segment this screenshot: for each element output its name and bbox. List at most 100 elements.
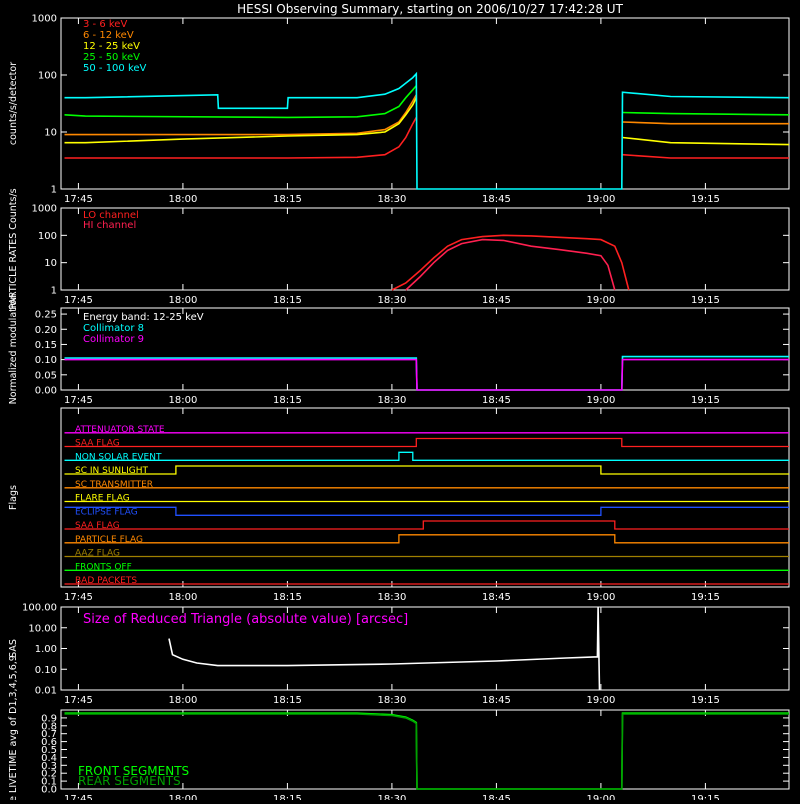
flags-x-tick-label: 18:45 [482,592,511,603]
modulation-x-tick-label: 18:45 [482,395,511,406]
count-rates-x-tick-label: 19:15 [691,194,720,205]
modulation-y-tick-label: 0.00 [35,386,57,397]
sas-y-tick-label: 1.00 [35,644,57,655]
flag-label: ATTENUATOR STATE [75,425,165,435]
particle-rates-y-tick-label: 100 [38,231,57,242]
particle-rates-y-tick-label: 1000 [32,204,57,215]
legend-entry: 6 - 12 keV [83,30,134,41]
flag-label: PARTICLE FLAG [75,535,143,545]
modulation-series-line [64,358,789,391]
modulation-y-tick-label: 0.15 [35,340,57,351]
particle-rates-x-tick-label: 17:45 [64,295,93,306]
modulation-y-tick-label: 0.20 [35,325,57,336]
particle-rates-x-tick-label: 18:00 [168,295,197,306]
legend-entry: 50 - 100 keV [83,63,147,74]
modulation-x-tick-label: 19:00 [586,395,615,406]
sas-y-tick-label: 10.00 [28,623,57,634]
sas-x-tick-label: 18:15 [273,695,302,706]
particle-rates-x-tick-label: 18:30 [377,295,406,306]
flag-label: ECLIPSE FLAG [75,507,138,517]
flags-x-tick-label: 19:00 [586,592,615,603]
flag-label: SC TRANSMITTER [75,480,153,490]
flags-y-label: Flags [8,485,19,510]
particle-rates-x-tick-label: 18:45 [482,295,511,306]
count-rates-y-tick-label: 1 [51,185,57,196]
livetime-y-tick-label: 0.1 [41,777,57,788]
legend-entry: 3 - 6 keV [83,19,127,30]
livetime-y-tick-label: 0.9 [41,713,57,724]
livetime-series-line [64,713,789,790]
count-rates-x-tick-label: 18:00 [168,194,197,205]
flags-x-tick-label: 17:45 [64,592,93,603]
particle-rates-x-tick-label: 19:00 [586,295,615,306]
sas-y-label: SAS [8,639,19,658]
count-rates-frame [60,17,790,190]
flag-line [64,506,789,516]
modulation-y-tick-label: 0.10 [35,355,57,366]
sas-x-tick-label: 19:15 [691,695,720,706]
particle-rates-series-line [405,238,616,291]
legend-entry: Collimator 8 [83,323,144,334]
count-rates-y-label: counts/s/detector [8,62,19,145]
sas-x-tick-label: 18:30 [377,695,406,706]
count-rates-y-tick-label: 100 [38,71,57,82]
flag-label: FLARE FLAG [75,494,130,504]
legend-entry: 12 - 25 keV [83,41,140,52]
flags-frame [60,407,790,588]
count-rates-series-line [64,97,790,146]
count-rates-x-tick-label: 17:45 [64,194,93,205]
flags-x-tick-label: 18:15 [273,592,302,603]
particle-rates-series-line [391,234,630,291]
particle-rates-y-tick-label: 1 [51,286,57,297]
count-rates-x-tick-label: 18:15 [273,194,302,205]
particle-rates-y-tick-label: 10 [44,258,57,269]
sas-series-line [168,606,601,691]
sas-y-tick-label: 0.10 [35,665,57,676]
flag-line [64,437,789,448]
count-rates-series-line [64,117,789,159]
particle-rates-x-tick-label: 19:15 [691,295,720,306]
flag-label: AAZ FLAG [75,549,120,559]
flag-label: SAA FLAG [75,439,120,449]
energy-band-label: Energy band: 12-25 keV [83,312,204,323]
particle-rates-frame [60,207,790,291]
livetime-x-tick-label: 18:30 [377,794,406,800]
flag-label: NON SOLAR EVENT [75,452,162,462]
livetime-x-tick-label: 18:00 [168,794,197,800]
sas-x-tick-label: 19:00 [586,695,615,706]
legend-entry: LO channel [83,210,139,221]
legend-entry: FRONT SEGMENTS [78,764,189,778]
flag-label: SC IN SUNLIGHT [75,466,149,476]
sas-annotation: Size of Reduced Triangle (absolute value… [83,612,408,627]
flags-x-tick-label: 18:00 [168,592,197,603]
modulation-x-tick-label: 18:00 [168,395,197,406]
livetime-x-tick-label: 18:45 [482,794,511,800]
sas-x-tick-label: 17:45 [64,695,93,706]
modulation-x-tick-label: 18:15 [273,395,302,406]
legend-entry: 25 - 50 keV [83,52,140,63]
sas-y-tick-label: 0.01 [35,686,57,697]
livetime-x-tick-label: 18:15 [273,794,302,800]
livetime-x-tick-label: 19:15 [691,794,720,800]
modulation-x-tick-label: 17:45 [64,395,93,406]
sas-x-tick-label: 18:45 [482,695,511,706]
livetime-y-tick-label: 0.4 [41,753,57,764]
sas-x-tick-label: 18:00 [168,695,197,706]
particle-rates-x-tick-label: 18:15 [273,295,302,306]
count-rates-x-tick-label: 18:45 [482,194,511,205]
count-rates-series-line [64,85,790,119]
livetime-y-tick-label: 0.0 [41,785,57,796]
livetime-y-tick-label: 0.8 [41,721,57,732]
modulation-y-label: Normalized modulation [8,294,19,405]
livetime-y-tick-label: 0.3 [41,761,57,772]
count-rates-y-tick-label: 1000 [32,14,57,25]
flag-line [64,520,789,530]
legend-entry: REAR SEGMENTS [78,774,181,788]
flag-label: FRONTS OFF [75,562,132,572]
modulation-y-tick-label: 0.25 [35,310,57,321]
flag-line [64,465,789,475]
count-rates-series-line [64,71,790,190]
livetime-y-tick-label: 0.7 [41,729,57,740]
